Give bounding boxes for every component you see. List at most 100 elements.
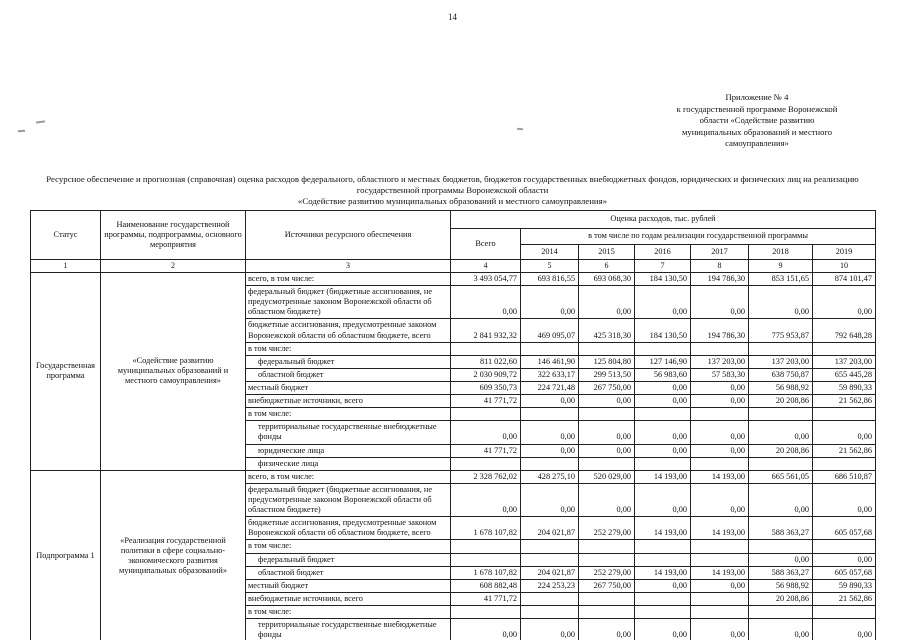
table-row: федеральный бюджет 811 022,60 146 461,90 12…	[31, 354, 877, 369]
value-cell: 0,00	[578, 285, 635, 320]
value-cell: 0,00	[520, 394, 579, 409]
table-row: территориальные государственные внебюдже…	[31, 618, 877, 640]
table-row: федеральный бюджет 0,00 0,00	[31, 552, 877, 567]
source-cell: областной бюджет	[245, 565, 451, 580]
source-cell: местный бюджет	[245, 380, 451, 396]
value-cell: 0,00	[690, 285, 749, 320]
value-cell: 0,00	[450, 420, 521, 445]
col-number: 4	[450, 259, 521, 273]
value-cell: 322 633,17	[520, 367, 579, 382]
value-cell: 0,00	[634, 394, 691, 409]
value-cell: 224 721,48	[520, 380, 579, 396]
value-cell	[748, 407, 813, 422]
value-cell: 0,00	[690, 394, 749, 409]
value-cell: 0,00	[578, 482, 635, 518]
value-cell	[811, 407, 877, 422]
value-cell: 267 750,00	[578, 380, 635, 396]
col-number: 7	[634, 259, 691, 273]
value-cell	[634, 539, 691, 554]
value-cell: 0,00	[578, 443, 635, 458]
name-cell: «Содействие развитию муниципальных образ…	[100, 272, 246, 471]
value-cell: 3 493 054,77	[450, 271, 521, 287]
col-number: 9	[748, 259, 813, 273]
value-cell	[578, 604, 635, 620]
header-sources: Источники ресурсного обеспечения	[245, 210, 451, 260]
resource-table: Статус Наименование государственной прог…	[30, 210, 877, 640]
value-cell	[578, 407, 635, 422]
value-cell	[450, 552, 521, 567]
value-cell: 425 318,30	[578, 318, 635, 343]
source-cell: в том числе:	[245, 539, 451, 554]
value-cell	[748, 539, 813, 554]
value-cell: 137 203,00	[811, 354, 877, 369]
table-row: федеральный бюджет (бюджетные ассигнован…	[31, 285, 877, 320]
col-number: 1	[30, 259, 101, 273]
value-cell	[634, 407, 691, 422]
value-cell	[634, 341, 691, 356]
value-cell: 0,00	[748, 285, 813, 320]
value-cell	[690, 407, 749, 422]
value-cell: 194 786,30	[690, 271, 749, 287]
source-cell: федеральный бюджет	[245, 552, 451, 567]
col-number: 2	[100, 259, 246, 273]
value-cell	[450, 456, 521, 471]
value-cell: 0,00	[811, 285, 877, 320]
value-cell: 56 983,60	[634, 367, 691, 382]
value-cell: 811 022,60	[450, 354, 521, 369]
value-cell: 0,00	[634, 443, 691, 458]
source-cell: бюджетные ассигнования, предусмотренные …	[245, 516, 451, 541]
source-cell: в том числе:	[245, 341, 451, 356]
value-cell	[690, 552, 749, 567]
value-cell	[450, 407, 521, 422]
header-year-2016: 2016	[634, 244, 691, 260]
value-cell	[634, 552, 691, 567]
value-cell	[690, 604, 749, 620]
value-cell	[450, 341, 521, 356]
value-cell: 0,00	[811, 420, 877, 445]
value-cell: 59 890,33	[811, 380, 877, 396]
value-cell	[520, 552, 579, 567]
value-cell: 693 816,55	[520, 271, 579, 287]
value-cell: 638 750,87	[748, 367, 813, 382]
value-cell: 0,00	[690, 618, 749, 640]
value-cell: 0,00	[578, 394, 635, 409]
value-cell: 853 151,65	[748, 271, 813, 287]
value-cell: 41 771,72	[450, 443, 521, 458]
value-cell: 588 363,27	[748, 565, 813, 580]
value-cell: 137 203,00	[748, 354, 813, 369]
table-row: внебюджетные источники, всего 41 771,72 20…	[31, 591, 877, 606]
status-cell: Государственная программа	[30, 272, 101, 471]
value-cell	[748, 456, 813, 471]
value-cell: 2 030 909,72	[450, 367, 521, 382]
value-cell: 194 786,30	[690, 318, 749, 343]
value-cell: 469 095,07	[520, 318, 579, 343]
value-cell	[520, 539, 579, 554]
value-cell	[450, 604, 521, 620]
value-cell: 605 057,68	[811, 565, 877, 580]
value-cell	[811, 604, 877, 620]
value-cell: 184 130,50	[634, 318, 691, 343]
value-cell: 686 510,87	[811, 469, 877, 484]
source-cell: юридические лица	[245, 443, 451, 458]
value-cell: 609 350,73	[450, 380, 521, 396]
value-cell: 14 193,00	[690, 516, 749, 541]
value-cell: 0,00	[811, 482, 877, 518]
source-cell: всего, в том числе:	[245, 271, 451, 287]
source-cell: всего, в том числе:	[245, 469, 451, 484]
source-cell: физические лица	[245, 456, 451, 471]
value-cell: 2 328 762,02	[450, 469, 521, 484]
table-header: Статус Наименование государственной прог…	[30, 210, 877, 273]
value-cell: 0,00	[450, 618, 521, 640]
header-year-2019: 2019	[811, 244, 877, 260]
header-by-years: в том числе по годам реализации государс…	[519, 228, 877, 245]
table-row: территориальные государственные внебюдже…	[31, 420, 877, 445]
source-cell: федеральный бюджет	[245, 354, 451, 369]
value-cell	[520, 407, 579, 422]
value-cell: 0,00	[634, 482, 691, 518]
value-cell: 0,00	[811, 552, 877, 567]
value-cell	[811, 456, 877, 471]
document-title: Ресурсное обеспечение и прогнозная (спра…	[16, 174, 889, 206]
value-cell: 20 208,86	[748, 591, 813, 606]
value-cell: 0,00	[450, 285, 521, 320]
table-row: федеральный бюджет (бюджетные ассигнован…	[31, 482, 877, 518]
